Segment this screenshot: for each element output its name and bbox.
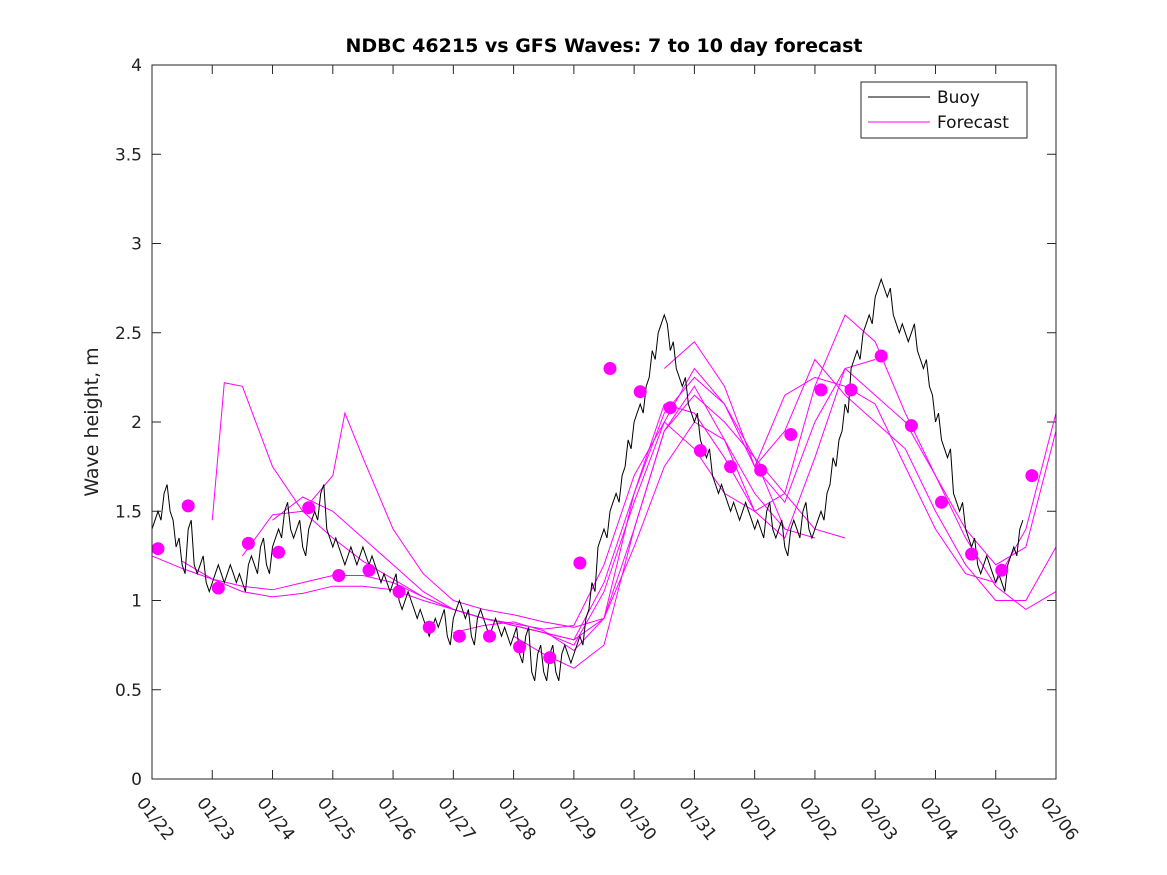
forecast-point <box>332 569 346 582</box>
x-tick-label: 01/24 <box>253 794 299 845</box>
legend-box <box>860 81 1028 139</box>
y-tick-label: 2 <box>131 413 142 433</box>
forecast-point <box>483 629 496 643</box>
forecast-point <box>965 547 979 561</box>
forecast-point <box>935 495 948 509</box>
forecast-points <box>151 349 1039 665</box>
forecast-point <box>904 419 918 433</box>
y-tick-label: 3.5 <box>115 145 142 165</box>
forecast-point <box>663 401 677 415</box>
forecast-run-line <box>272 359 876 641</box>
buoy-series-line <box>151 277 1024 681</box>
forecast-point <box>543 651 557 665</box>
y-tick-label: 1.5 <box>115 502 142 522</box>
plot-area-frame <box>151 64 1057 780</box>
x-tick-label: 01/25 <box>313 794 359 845</box>
x-tick-label: 02/02 <box>795 794 841 845</box>
forecast-point <box>151 542 165 556</box>
legend: Buoy Forecast <box>860 81 1028 139</box>
y-tick-label: 4 <box>131 56 142 76</box>
forecast-point <box>181 499 195 513</box>
x-tick-label: 02/05 <box>976 794 1022 845</box>
y-tick-label: 1 <box>131 592 142 612</box>
x-tick-label: 01/27 <box>433 794 479 845</box>
y-axis-tick-labels: 0 0.5 1 1.5 2 2.5 3 3.5 4 <box>115 56 142 790</box>
forecast-point <box>693 444 707 458</box>
forecast-run-line <box>151 421 755 630</box>
forecast-series-lines <box>151 314 1057 669</box>
forecast-run-line <box>513 314 1057 669</box>
x-tick-label: 01/31 <box>674 794 720 845</box>
forecast-run-line <box>663 340 1057 601</box>
tick-marks <box>151 64 1057 780</box>
forecast-run-line <box>181 421 786 641</box>
forecast-point <box>573 556 587 570</box>
x-axis-tick-labels: 01/22 01/23 01/24 01/25 01/26 01/27 01/28 01/29… <box>132 794 1082 845</box>
forecast-point <box>211 581 225 595</box>
forecast-point <box>603 362 617 375</box>
forecast-point <box>995 563 1009 577</box>
forecast-point <box>241 536 255 550</box>
x-tick-label: 02/06 <box>1036 794 1082 845</box>
forecast-run-line <box>453 367 1057 652</box>
legend-forecast-label: Forecast <box>937 113 1009 133</box>
forecast-point <box>452 629 466 643</box>
forecast-run-line <box>241 394 846 628</box>
legend-buoy-label: Buoy <box>937 88 980 108</box>
chart-title: NDBC 46215 vs GFS Waves: 7 to 10 day for… <box>345 35 862 57</box>
forecast-point <box>724 460 738 474</box>
forecast-run-line <box>754 376 1057 584</box>
forecast-point <box>754 463 768 477</box>
x-tick-label: 02/03 <box>855 794 901 845</box>
forecast-point <box>362 563 376 577</box>
x-tick-label: 02/01 <box>735 794 781 845</box>
x-tick-label: 01/26 <box>373 794 419 845</box>
x-tick-label: 01/23 <box>192 794 238 845</box>
forecast-point <box>814 383 828 397</box>
forecast-point <box>302 501 316 515</box>
y-tick-label: 0 <box>131 770 142 790</box>
y-axis-label: Wave height, m <box>81 347 103 496</box>
x-tick-label: 01/30 <box>614 794 660 845</box>
forecast-point <box>1025 469 1039 483</box>
forecast-point <box>272 545 286 559</box>
forecast-point <box>422 620 436 634</box>
y-tick-label: 0.5 <box>115 681 142 701</box>
forecast-point <box>392 585 406 599</box>
x-tick-label: 01/22 <box>132 794 178 845</box>
x-tick-label: 01/28 <box>494 794 540 845</box>
forecast-point <box>513 640 527 654</box>
forecast-point <box>633 385 647 399</box>
y-tick-label: 3 <box>131 235 142 255</box>
x-tick-label: 02/04 <box>916 794 962 845</box>
y-tick-label: 2.5 <box>115 324 142 344</box>
forecast-point <box>874 349 888 363</box>
x-tick-label: 01/29 <box>554 794 600 845</box>
forecast-point <box>784 428 798 441</box>
forecast-point <box>844 383 858 397</box>
